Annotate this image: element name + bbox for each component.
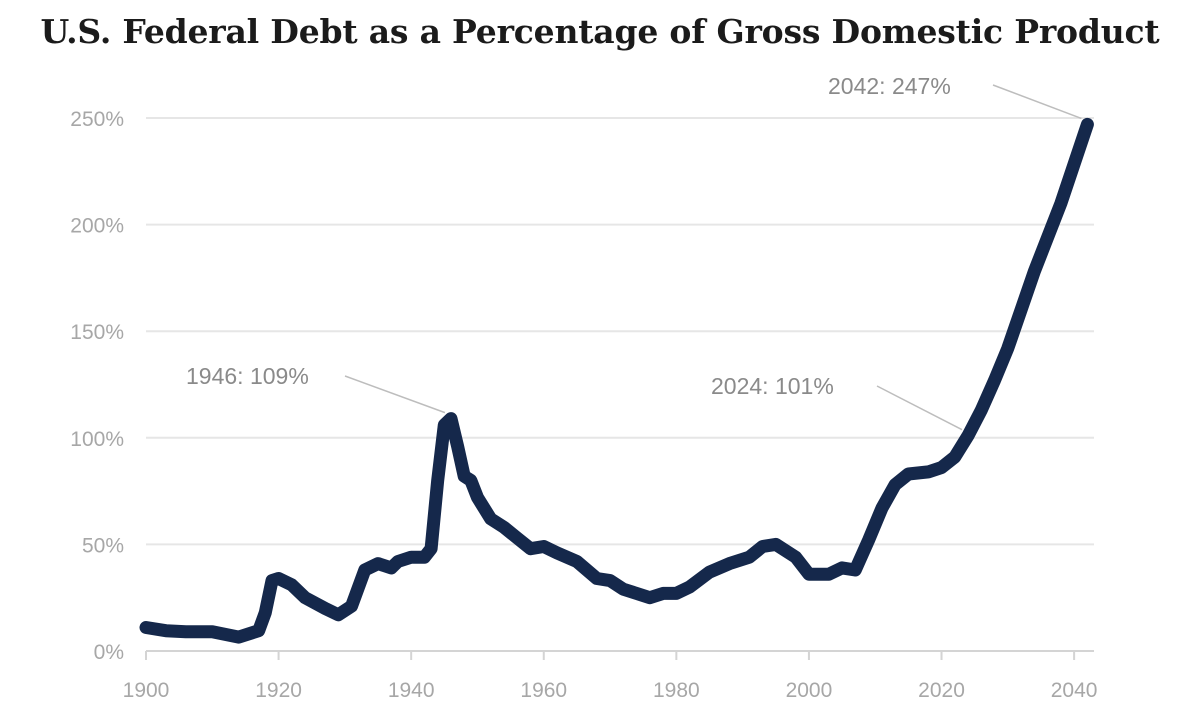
annotation-label: 2042: 247% <box>828 73 951 99</box>
y-tick-label: 0% <box>94 641 124 664</box>
annotation-leader-line <box>344 375 446 414</box>
y-axis-tick-labels: 0% 50% 100% 150% 200% 250% <box>70 108 124 664</box>
y-tick-label: 50% <box>82 534 124 557</box>
x-tick-label: 1940 <box>388 679 435 702</box>
y-tick-label: 100% <box>70 428 124 451</box>
y-tick-label: 150% <box>70 321 124 344</box>
x-tick-label: 1900 <box>123 679 170 702</box>
x-axis: 1900 1920 1940 1960 1980 2000 2020 2040 <box>123 650 1098 702</box>
annotation-label: 1946: 109% <box>186 363 309 389</box>
series-layer <box>139 117 1094 644</box>
chart-title: U.S. Federal Debt as a Percentage of Gro… <box>40 12 1160 51</box>
annotations: 1946: 109% 2024: 101% 2042: 247% <box>186 73 1082 431</box>
annotation-label: 2024: 101% <box>711 373 834 399</box>
y-tick-label: 250% <box>70 108 124 131</box>
x-tick-label: 2020 <box>918 679 965 702</box>
annotation-leader-line <box>876 385 963 431</box>
gridlines <box>146 117 1094 546</box>
y-tick-label: 200% <box>70 215 124 238</box>
x-tick-label: 1960 <box>520 679 567 702</box>
series-line-debt-to-gdp <box>139 117 1094 644</box>
x-tick-label: 1920 <box>255 679 302 702</box>
x-tick-label: 2000 <box>786 679 833 702</box>
annotation-leader-line <box>992 84 1082 120</box>
x-tick-label: 1980 <box>653 679 700 702</box>
x-tick-label: 2040 <box>1051 679 1098 702</box>
